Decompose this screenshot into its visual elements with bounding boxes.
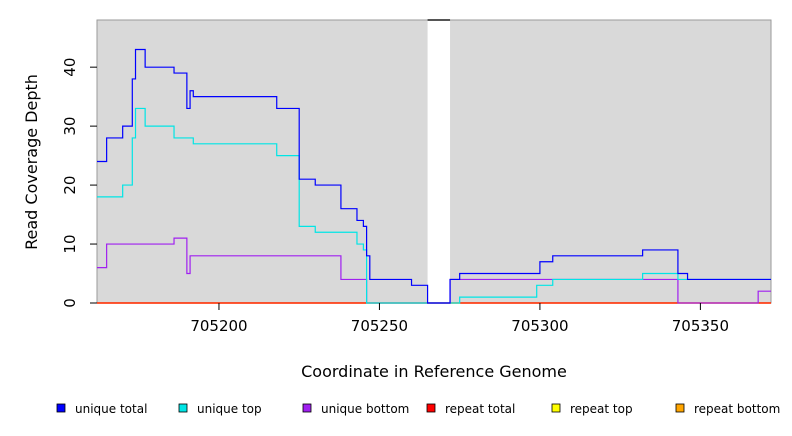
legend-swatch-unique-bottom (302, 403, 312, 413)
x-axis-label: Coordinate in Reference Genome (301, 362, 567, 381)
series-line-unique-total (97, 48, 771, 304)
y-tick-label: 0 (61, 298, 79, 308)
legend-label-unique-top: unique top (197, 402, 262, 416)
y-tick-label: 20 (61, 176, 79, 195)
x-tick-label: 705300 (511, 317, 568, 335)
legend-swatch-unique-top (178, 403, 188, 413)
x-axis-ticks: 705200 705250 705300 705350 (190, 303, 729, 335)
legend-label-repeat-bottom: repeat bottom (694, 402, 780, 416)
y-tick-label: 40 (61, 58, 79, 77)
series-group (97, 48, 771, 304)
y-axis-ticks: 0 10 20 30 40 (61, 58, 97, 308)
legend-swatch-repeat-total (426, 403, 436, 413)
legend-label-repeat-total: repeat total (445, 402, 515, 416)
legend-label-unique-bottom: unique bottom (321, 402, 409, 416)
legend-label-unique-total: unique total (75, 402, 147, 416)
legend-label-repeat-top: repeat top (570, 402, 633, 416)
legend: unique total unique top unique bottom repea… (56, 402, 780, 416)
legend-swatch-unique-total (56, 403, 66, 413)
series-line-unique-top (97, 107, 771, 304)
legend-swatch-repeat-top (551, 403, 561, 413)
series-line-unique-bottom (97, 237, 771, 304)
legend-swatch-repeat-bottom (675, 403, 685, 413)
y-tick-label: 30 (61, 117, 79, 136)
y-axis-label: Read Coverage Depth (22, 74, 41, 250)
coverage-gap (427, 21, 451, 303)
x-tick-label: 705350 (672, 317, 729, 335)
x-tick-label: 705250 (351, 317, 408, 335)
y-tick-label: 10 (61, 234, 79, 253)
x-tick-label: 705200 (190, 317, 247, 335)
